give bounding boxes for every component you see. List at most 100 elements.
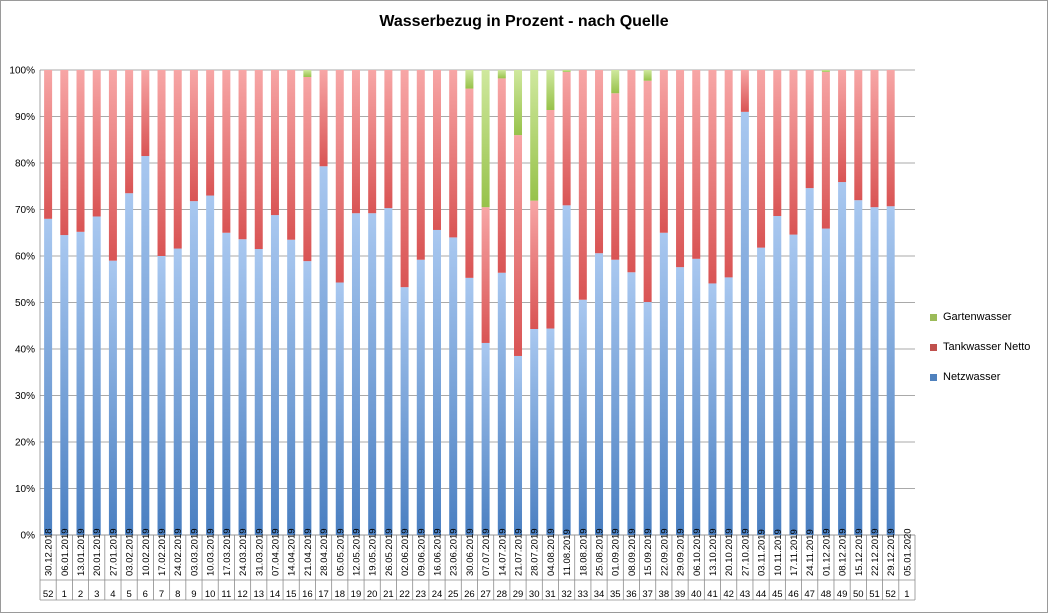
bar-tankwasser-netto	[76, 70, 85, 232]
bar-tankwasser-netto	[530, 200, 539, 330]
y-tick-label: 30%	[15, 391, 35, 402]
y-tick-label: 70%	[15, 205, 35, 216]
x-tick-label: 13.01.2019	[76, 528, 87, 576]
bar-tankwasser-netto	[238, 70, 247, 240]
bar-gartenwasser	[611, 70, 620, 94]
x-tick-label: 08.09.2019	[627, 528, 638, 576]
bar-tankwasser-netto	[821, 71, 830, 229]
week-label: 28	[497, 589, 508, 600]
bar-tankwasser-netto	[595, 70, 604, 254]
week-label: 7	[159, 589, 164, 600]
y-tick-label: 50%	[15, 298, 35, 309]
bar-gartenwasser	[481, 70, 490, 208]
x-tick-label: 22.12.2019	[870, 528, 881, 576]
week-label: 36	[626, 589, 637, 600]
x-tick-label: 15.09.2019	[643, 528, 654, 576]
week-label: 38	[659, 589, 670, 600]
x-tick-label: 01.12.2019	[821, 528, 832, 576]
week-label: 39	[675, 589, 686, 600]
week-label: 42	[723, 589, 734, 600]
bar-netzwasser	[578, 299, 587, 535]
week-label: 1	[904, 589, 909, 600]
bar-tankwasser-netto	[449, 70, 458, 238]
week-label: 46	[788, 589, 799, 600]
x-tick-label: 27.01.2019	[108, 528, 119, 576]
x-tick-label: 02.06.2019	[400, 528, 411, 576]
week-label: 12	[237, 589, 248, 600]
week-label: 15	[286, 589, 297, 600]
week-label: 18	[334, 589, 345, 600]
y-tick-label: 0%	[21, 531, 36, 542]
bar-tankwasser-netto	[254, 70, 263, 250]
y-tick-label: 100%	[9, 66, 35, 77]
x-tick-label: 11.08.2019	[562, 529, 573, 576]
week-label: 1	[62, 589, 67, 600]
bar-tankwasser-netto	[546, 109, 555, 329]
x-tick-label: 09.06.2019	[416, 528, 427, 576]
bar-tankwasser-netto	[206, 70, 215, 196]
bar-netzwasser	[757, 247, 766, 535]
bar-gartenwasser	[530, 70, 539, 201]
bar-netzwasser	[335, 282, 344, 535]
x-tick-label: 20.01.2019	[92, 528, 103, 576]
week-label: 5	[126, 589, 131, 600]
bar-tankwasser-netto	[724, 70, 733, 278]
week-label: 40	[691, 589, 702, 600]
x-tick-label: 24.02.2019	[173, 528, 184, 576]
bar-netzwasser	[465, 277, 474, 535]
x-tick-label: 21.04.2019	[303, 528, 314, 576]
x-tick-label: 03.02.2019	[125, 528, 136, 576]
bar-netzwasser	[432, 229, 441, 535]
bar-tankwasser-netto	[400, 70, 409, 288]
bar-tankwasser-netto	[676, 70, 685, 268]
bar-gartenwasser	[562, 70, 571, 72]
week-label: 11	[221, 589, 231, 600]
bar-netzwasser	[854, 200, 863, 535]
week-label: 20	[367, 589, 378, 600]
bar-netzwasser	[789, 234, 798, 536]
week-label: 10	[205, 589, 216, 600]
week-label: 16	[302, 589, 313, 600]
bar-netzwasser	[108, 260, 117, 535]
bar-netzwasser	[76, 231, 85, 535]
x-tick-label: 22.09.2019	[659, 528, 670, 576]
week-label: 8	[175, 589, 180, 600]
week-label: 14	[270, 589, 281, 600]
week-label: 6	[143, 589, 148, 600]
week-label: 32	[561, 589, 572, 600]
bar-gartenwasser	[546, 70, 555, 110]
bar-gartenwasser	[821, 70, 830, 72]
bar-gartenwasser	[303, 70, 312, 77]
bar-tankwasser-netto	[773, 70, 782, 217]
legend-label-netzwasser: Netzwasser	[943, 371, 1001, 383]
bar-netzwasser	[724, 277, 733, 535]
x-tick-label: 27.10.2019	[740, 528, 751, 576]
x-tick-label: 03.11.2019	[757, 529, 768, 576]
x-tick-label: 10.11.2019	[773, 529, 784, 576]
x-tick-label: 17.11.2019	[789, 529, 800, 576]
bar-netzwasser	[595, 253, 604, 535]
bar-gartenwasser	[643, 70, 652, 81]
x-tick-label: 31.03.2019	[254, 528, 265, 576]
x-tick-label: 10.03.2019	[206, 528, 217, 576]
bar-netzwasser	[740, 111, 749, 535]
week-label: 51	[869, 589, 880, 600]
y-tick-label: 10%	[15, 484, 35, 495]
x-tick-label: 15.12.2019	[854, 528, 865, 576]
week-label: 33	[578, 589, 589, 600]
bar-netzwasser	[870, 207, 879, 536]
bar-tankwasser-netto	[108, 70, 117, 261]
x-tick-label: 14.04.2019	[287, 528, 298, 576]
x-tick-label: 06.01.2019	[60, 528, 71, 576]
x-tick-label: 30.06.2019	[465, 528, 476, 576]
bar-tankwasser-netto	[303, 76, 312, 262]
bar-netzwasser	[60, 235, 69, 535]
week-label: 47	[804, 589, 815, 600]
week-label: 35	[610, 589, 621, 600]
bar-tankwasser-netto	[757, 70, 766, 248]
bar-tankwasser-netto	[465, 88, 474, 278]
x-tick-label: 30.12.2018	[44, 528, 55, 576]
bar-tankwasser-netto	[627, 70, 636, 273]
y-tick-label: 90%	[15, 112, 35, 123]
bar-netzwasser	[303, 261, 312, 535]
